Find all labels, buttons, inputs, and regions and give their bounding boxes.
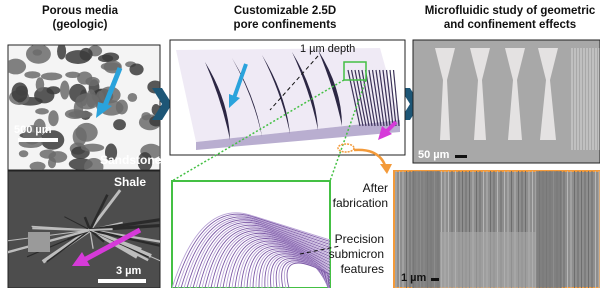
- grain: [128, 93, 138, 102]
- scale-label: 3 µm: [116, 265, 142, 277]
- scale-bar: [431, 278, 439, 281]
- heading: (geologic): [53, 19, 108, 31]
- grain: [85, 77, 99, 86]
- arrow-head: [380, 164, 392, 174]
- grain: [113, 119, 126, 130]
- heading: pore confinements: [234, 19, 337, 31]
- floor: [440, 232, 536, 288]
- grain: [12, 82, 28, 102]
- grain: [76, 123, 98, 142]
- ridge: [412, 171, 440, 288]
- grain: [24, 71, 40, 78]
- grain: [19, 150, 28, 157]
- grain: [35, 108, 49, 114]
- flake: [28, 232, 50, 252]
- grain: [48, 151, 67, 163]
- caption: Precision: [335, 232, 384, 246]
- grain: [5, 59, 26, 75]
- caption: After: [363, 181, 388, 195]
- caption: submicron: [329, 247, 384, 261]
- figure: Porous media (geologic) Customizable 2.5…: [0, 0, 600, 288]
- grain: [129, 63, 143, 75]
- grain: [41, 72, 62, 80]
- heading: and confinement effects: [444, 19, 576, 31]
- grain: [57, 43, 66, 59]
- streak: [90, 229, 113, 230]
- grain: [33, 49, 42, 55]
- scale-bar: [18, 138, 58, 142]
- grain: [68, 111, 92, 118]
- scale-bar: [98, 279, 146, 283]
- image-label: Shale: [114, 175, 146, 189]
- ridge: [536, 171, 562, 288]
- grain: [65, 50, 91, 64]
- grain: [30, 162, 46, 171]
- grain: [75, 93, 99, 109]
- caption: features: [341, 262, 384, 276]
- scale-label: 500 µm: [14, 124, 52, 136]
- caption: fabrication: [333, 196, 388, 210]
- scale-label: 1 µm: [401, 272, 427, 284]
- grain: [65, 72, 80, 78]
- grain: [47, 86, 61, 94]
- scale-label: 50 µm: [418, 149, 450, 161]
- grain: [60, 81, 69, 100]
- heading: Customizable 2.5D: [234, 5, 336, 17]
- annotation: 1 µm depth: [300, 43, 355, 55]
- grain: [98, 55, 113, 63]
- heading: Microfluidic study of geometric: [425, 5, 596, 17]
- heading: Porous media: [42, 5, 119, 17]
- scale-bar: [455, 155, 467, 158]
- grain: [36, 77, 45, 91]
- grain: [116, 100, 128, 115]
- grain: [81, 144, 104, 152]
- image-label: Sandstone: [100, 153, 162, 167]
